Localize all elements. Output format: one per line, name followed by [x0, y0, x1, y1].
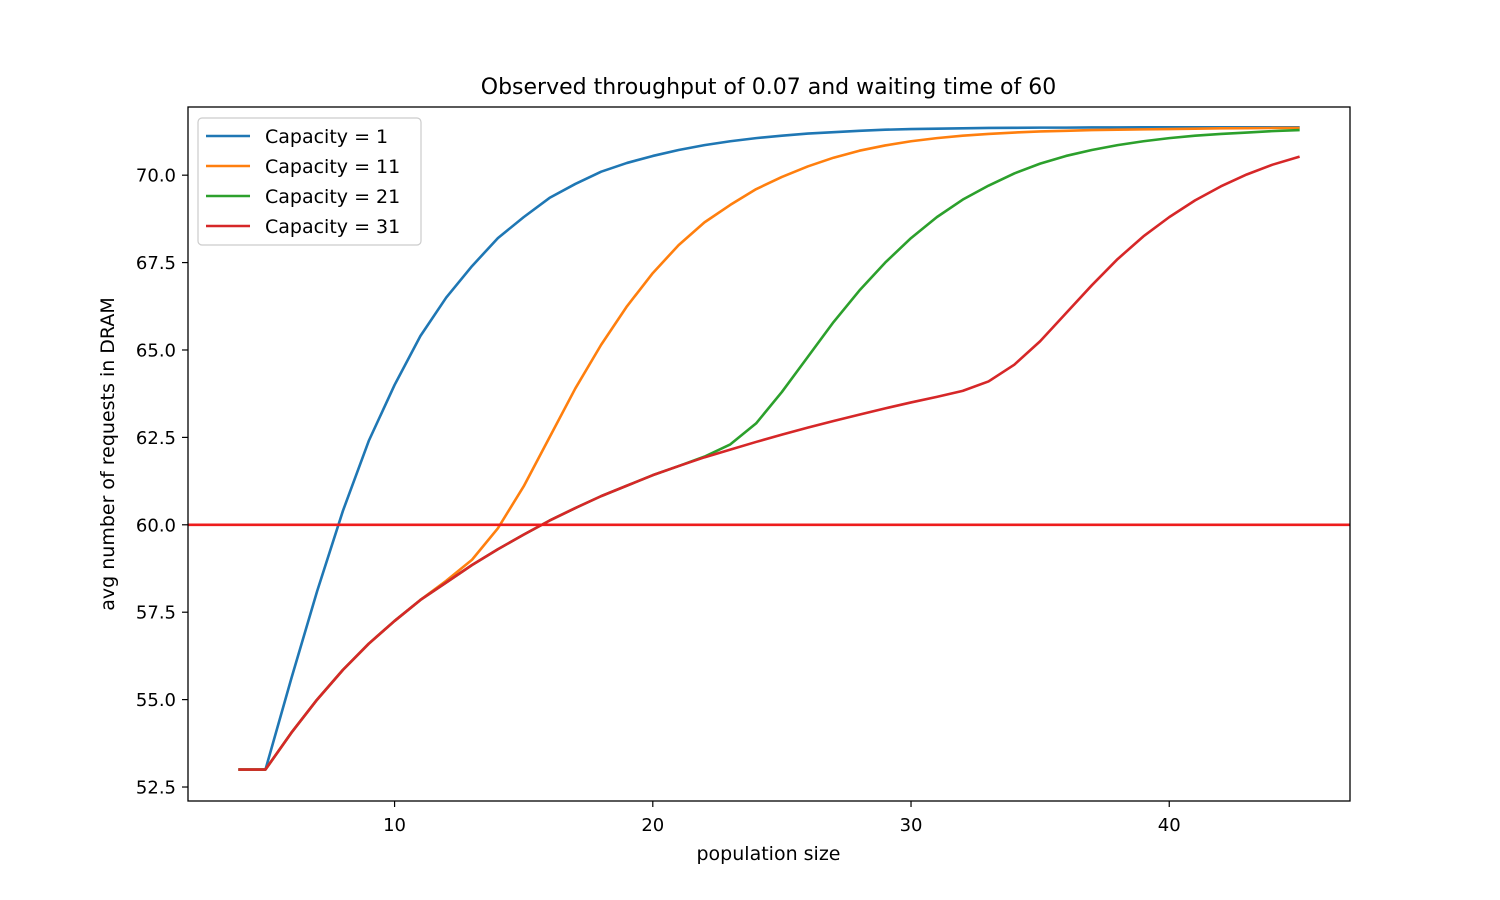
legend-entry: Capacity = 1: [265, 126, 388, 148]
legend-entry: Capacity = 31: [265, 216, 400, 238]
series-line-1: [238, 125, 1300, 771]
y-tick-label: 57.5: [136, 603, 176, 624]
y-tick-label: 70.0: [136, 166, 176, 187]
y-axis: 52.5 55.0 57.5 60.0 62.5 65.0 67.5 70.0: [136, 166, 188, 799]
x-tick-label: 40: [1158, 815, 1181, 836]
legend-entry: Capacity = 21: [265, 186, 400, 208]
series-lines: [188, 125, 1350, 771]
chart-title: Observed throughput of 0.07 and waiting …: [481, 75, 1056, 100]
x-tick-label: 30: [900, 815, 923, 836]
plot-area: [187, 106, 1351, 802]
legend: Capacity = 1 Capacity = 11 Capacity = 21 Ca…: [197, 117, 422, 246]
x-tick-label: 10: [383, 815, 406, 836]
y-tick-label: 62.5: [136, 428, 176, 449]
y-tick-label: 65.0: [136, 340, 176, 361]
y-axis-label: avg number of requests in DRAM: [97, 297, 119, 611]
legend-box: [197, 117, 422, 246]
plot-frame: [187, 106, 1351, 802]
y-tick-label: 52.5: [136, 778, 176, 799]
y-tick-label: 67.5: [136, 253, 176, 274]
y-tick-label: 55.0: [136, 690, 176, 711]
y-tick-label: 60.0: [136, 515, 176, 536]
x-axis: 10 20 30 40: [383, 801, 1181, 836]
x-axis-label: population size: [697, 843, 841, 865]
x-tick-label: 20: [641, 815, 664, 836]
legend-entry: Capacity = 11: [265, 156, 400, 178]
series-line-4: [238, 155, 1300, 771]
